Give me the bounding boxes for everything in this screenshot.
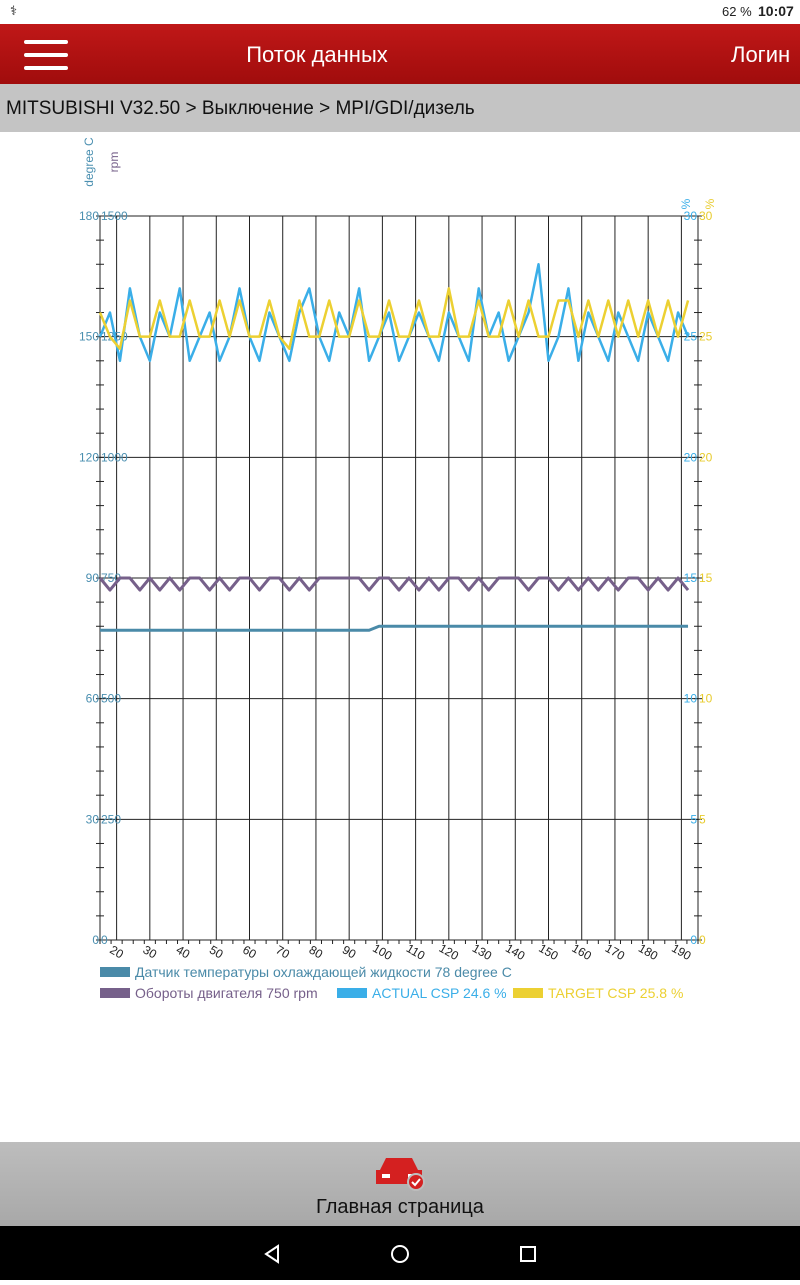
x-tick-label: 160 bbox=[570, 941, 595, 963]
legend-label: Обороты двигателя 750 rpm bbox=[135, 985, 318, 1001]
y-tick-label: 10 bbox=[699, 692, 713, 706]
legend-swatch bbox=[100, 988, 130, 998]
bottom-bar: Главная страница bbox=[0, 1142, 800, 1226]
legend-swatch bbox=[337, 988, 367, 998]
y-tick-label: 1500 bbox=[101, 209, 128, 223]
home-label[interactable]: Главная страница bbox=[316, 1196, 484, 1218]
x-tick-label: 50 bbox=[207, 943, 226, 962]
series-line bbox=[98, 263, 690, 363]
x-tick-label: 30 bbox=[141, 943, 160, 962]
legend-label: TARGET CSP 25.8 % bbox=[548, 985, 683, 1001]
y-tick-label: 20 bbox=[684, 450, 698, 464]
clock: 10:07 bbox=[758, 3, 794, 19]
y-tick-label: 0 bbox=[101, 933, 108, 947]
menu-button[interactable] bbox=[16, 24, 76, 84]
y-tick-label: 60 bbox=[86, 692, 100, 706]
y-tick-label: 30 bbox=[699, 209, 713, 223]
axis-label: % bbox=[703, 198, 717, 209]
y-tick-label: 250 bbox=[101, 812, 121, 826]
x-tick-label: 110 bbox=[404, 941, 428, 963]
x-tick-label: 60 bbox=[240, 943, 259, 962]
y-tick-label: 30 bbox=[86, 812, 100, 826]
x-tick-label: 40 bbox=[174, 943, 193, 962]
y-tick-label: 5 bbox=[699, 812, 706, 826]
status-bar: ⚕ 62 % 10:07 bbox=[0, 0, 800, 24]
x-tick-label: 180 bbox=[636, 941, 661, 963]
y-tick-label: 0 bbox=[92, 933, 99, 947]
x-tick-label: 20 bbox=[107, 943, 126, 962]
usb-icon: ⚕ bbox=[10, 3, 18, 18]
y-tick-label: 20 bbox=[699, 450, 713, 464]
y-tick-label: 25 bbox=[699, 330, 713, 344]
y-tick-label: 0 bbox=[699, 933, 706, 947]
legend-label: ACTUAL CSP 24.6 % bbox=[372, 985, 507, 1001]
series-line bbox=[100, 624, 689, 632]
x-tick-label: 130 bbox=[470, 941, 495, 963]
y-tick-label: 30 bbox=[684, 209, 698, 223]
y-tick-label: 120 bbox=[79, 450, 99, 464]
legend-swatch bbox=[513, 988, 543, 998]
legend-swatch bbox=[100, 967, 130, 977]
header-title: Поток данных bbox=[246, 42, 388, 67]
x-tick-label: 70 bbox=[273, 943, 292, 962]
home-button[interactable] bbox=[391, 1245, 409, 1263]
battery-level: 62 % bbox=[722, 4, 752, 19]
home-icon[interactable] bbox=[372, 1148, 432, 1192]
series-line bbox=[98, 576, 690, 592]
y-tick-label: 180 bbox=[79, 209, 99, 223]
x-tick-label: 90 bbox=[340, 943, 359, 962]
y-tick-label: 0 bbox=[690, 933, 697, 947]
chart: 20 30 40 50 60 70 80 90 100 110 120 130 140 150 160 170… bbox=[79, 137, 717, 1001]
legend-label: Датчик температуры охлаждающей жидкости … bbox=[135, 964, 512, 980]
x-tick-label: 80 bbox=[307, 943, 326, 962]
x-tick-label: 150 bbox=[536, 941, 561, 963]
y-tick-label: 10 bbox=[684, 692, 698, 706]
nav-buttons bbox=[264, 1244, 536, 1264]
series-line bbox=[98, 287, 690, 350]
y-tick-label: 90 bbox=[86, 571, 100, 585]
app-header: Поток данных Логин bbox=[0, 24, 800, 84]
x-tick-label: 140 bbox=[503, 941, 528, 963]
y-tick-label: 5 bbox=[690, 812, 697, 826]
axis-label: % bbox=[679, 198, 693, 209]
y-tick-label: 1000 bbox=[101, 450, 128, 464]
x-tick-label: 170 bbox=[603, 941, 628, 963]
y-tick-label: 15 bbox=[699, 571, 713, 585]
breadcrumb: MITSUBISHI V32.50 > Выключение > MPI/GDI… bbox=[0, 84, 800, 132]
x-tick-label: 100 bbox=[370, 941, 395, 963]
axis-label: rpm bbox=[107, 152, 121, 173]
y-tick-label: 15 bbox=[684, 571, 698, 585]
navigation-bar bbox=[0, 1226, 800, 1280]
x-tick-label: 120 bbox=[437, 941, 462, 963]
back-button[interactable] bbox=[264, 1244, 279, 1264]
axis-label: degree C bbox=[82, 137, 96, 187]
recents-button[interactable] bbox=[520, 1246, 536, 1262]
y-tick-label: 150 bbox=[79, 330, 99, 344]
login-button[interactable]: Логин bbox=[731, 42, 791, 67]
y-tick-label: 500 bbox=[101, 692, 121, 706]
